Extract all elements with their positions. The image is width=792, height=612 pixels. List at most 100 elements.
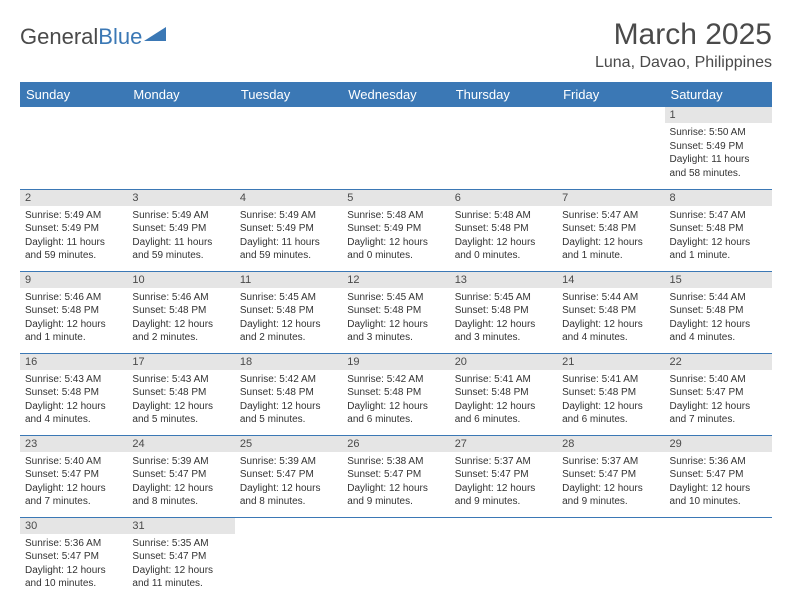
calendar-cell-empty (450, 107, 557, 189)
calendar-cell: 26Sunrise: 5:38 AMSunset: 5:47 PMDayligh… (342, 435, 449, 517)
day-number: 10 (127, 272, 234, 288)
day-number: 28 (557, 436, 664, 452)
day-number: 18 (235, 354, 342, 370)
day-number: 1 (665, 107, 772, 123)
weekday-header-row: SundayMondayTuesdayWednesdayThursdayFrid… (20, 82, 772, 107)
logo-text-1: General (20, 24, 98, 50)
day-details: Sunrise: 5:45 AMSunset: 5:48 PMDaylight:… (235, 288, 342, 349)
calendar-cell-empty (557, 107, 664, 189)
calendar-cell: 19Sunrise: 5:42 AMSunset: 5:48 PMDayligh… (342, 353, 449, 435)
day-details: Sunrise: 5:41 AMSunset: 5:48 PMDaylight:… (557, 370, 664, 431)
day-number: 19 (342, 354, 449, 370)
day-number: 23 (20, 436, 127, 452)
day-details: Sunrise: 5:40 AMSunset: 5:47 PMDaylight:… (665, 370, 772, 431)
calendar-cell: 22Sunrise: 5:40 AMSunset: 5:47 PMDayligh… (665, 353, 772, 435)
day-number: 4 (235, 190, 342, 206)
day-details: Sunrise: 5:48 AMSunset: 5:49 PMDaylight:… (342, 206, 449, 267)
calendar-cell: 6Sunrise: 5:48 AMSunset: 5:48 PMDaylight… (450, 189, 557, 271)
day-number: 13 (450, 272, 557, 288)
day-details: Sunrise: 5:44 AMSunset: 5:48 PMDaylight:… (665, 288, 772, 349)
calendar-cell-empty (450, 517, 557, 599)
day-number: 30 (20, 518, 127, 534)
day-details: Sunrise: 5:45 AMSunset: 5:48 PMDaylight:… (450, 288, 557, 349)
day-number: 31 (127, 518, 234, 534)
day-number: 29 (665, 436, 772, 452)
day-number: 3 (127, 190, 234, 206)
calendar-cell: 10Sunrise: 5:46 AMSunset: 5:48 PMDayligh… (127, 271, 234, 353)
day-details: Sunrise: 5:35 AMSunset: 5:47 PMDaylight:… (127, 534, 234, 595)
calendar-row: 30Sunrise: 5:36 AMSunset: 5:47 PMDayligh… (20, 517, 772, 599)
weekday-header: Monday (127, 82, 234, 107)
day-details: Sunrise: 5:50 AMSunset: 5:49 PMDaylight:… (665, 123, 772, 184)
calendar-cell: 1Sunrise: 5:50 AMSunset: 5:49 PMDaylight… (665, 107, 772, 189)
day-number: 11 (235, 272, 342, 288)
weekday-header: Friday (557, 82, 664, 107)
day-number: 14 (557, 272, 664, 288)
page-title: March 2025 (595, 18, 772, 52)
day-details: Sunrise: 5:49 AMSunset: 5:49 PMDaylight:… (235, 206, 342, 267)
day-details: Sunrise: 5:47 AMSunset: 5:48 PMDaylight:… (665, 206, 772, 267)
day-details: Sunrise: 5:47 AMSunset: 5:48 PMDaylight:… (557, 206, 664, 267)
weekday-header: Tuesday (235, 82, 342, 107)
day-number: 7 (557, 190, 664, 206)
calendar-row: 9Sunrise: 5:46 AMSunset: 5:48 PMDaylight… (20, 271, 772, 353)
header: GeneralBlue March 2025 Luna, Davao, Phil… (20, 18, 772, 72)
calendar-cell: 23Sunrise: 5:40 AMSunset: 5:47 PMDayligh… (20, 435, 127, 517)
day-number: 24 (127, 436, 234, 452)
calendar-cell: 27Sunrise: 5:37 AMSunset: 5:47 PMDayligh… (450, 435, 557, 517)
day-details: Sunrise: 5:37 AMSunset: 5:47 PMDaylight:… (557, 452, 664, 513)
day-details: Sunrise: 5:37 AMSunset: 5:47 PMDaylight:… (450, 452, 557, 513)
day-details: Sunrise: 5:39 AMSunset: 5:47 PMDaylight:… (127, 452, 234, 513)
calendar-cell: 25Sunrise: 5:39 AMSunset: 5:47 PMDayligh… (235, 435, 342, 517)
calendar-cell: 9Sunrise: 5:46 AMSunset: 5:48 PMDaylight… (20, 271, 127, 353)
calendar-cell: 7Sunrise: 5:47 AMSunset: 5:48 PMDaylight… (557, 189, 664, 271)
calendar-cell: 30Sunrise: 5:36 AMSunset: 5:47 PMDayligh… (20, 517, 127, 599)
day-details: Sunrise: 5:41 AMSunset: 5:48 PMDaylight:… (450, 370, 557, 431)
calendar-cell-empty (127, 107, 234, 189)
day-details: Sunrise: 5:38 AMSunset: 5:47 PMDaylight:… (342, 452, 449, 513)
calendar-cell-empty (665, 517, 772, 599)
day-number: 15 (665, 272, 772, 288)
day-number: 22 (665, 354, 772, 370)
calendar-cell: 15Sunrise: 5:44 AMSunset: 5:48 PMDayligh… (665, 271, 772, 353)
day-number: 25 (235, 436, 342, 452)
calendar-cell: 16Sunrise: 5:43 AMSunset: 5:48 PMDayligh… (20, 353, 127, 435)
day-details: Sunrise: 5:46 AMSunset: 5:48 PMDaylight:… (20, 288, 127, 349)
logo: GeneralBlue (20, 18, 166, 50)
day-number: 21 (557, 354, 664, 370)
calendar-cell-empty (557, 517, 664, 599)
calendar-cell: 20Sunrise: 5:41 AMSunset: 5:48 PMDayligh… (450, 353, 557, 435)
day-number: 5 (342, 190, 449, 206)
calendar-cell: 11Sunrise: 5:45 AMSunset: 5:48 PMDayligh… (235, 271, 342, 353)
day-details: Sunrise: 5:44 AMSunset: 5:48 PMDaylight:… (557, 288, 664, 349)
day-details: Sunrise: 5:40 AMSunset: 5:47 PMDaylight:… (20, 452, 127, 513)
calendar-cell: 17Sunrise: 5:43 AMSunset: 5:48 PMDayligh… (127, 353, 234, 435)
calendar-cell: 2Sunrise: 5:49 AMSunset: 5:49 PMDaylight… (20, 189, 127, 271)
calendar-table: SundayMondayTuesdayWednesdayThursdayFrid… (20, 82, 772, 599)
day-number: 20 (450, 354, 557, 370)
title-block: March 2025 Luna, Davao, Philippines (595, 18, 772, 72)
day-number: 27 (450, 436, 557, 452)
day-details: Sunrise: 5:48 AMSunset: 5:48 PMDaylight:… (450, 206, 557, 267)
calendar-row: 16Sunrise: 5:43 AMSunset: 5:48 PMDayligh… (20, 353, 772, 435)
calendar-row: 1Sunrise: 5:50 AMSunset: 5:49 PMDaylight… (20, 107, 772, 189)
day-number: 8 (665, 190, 772, 206)
calendar-cell: 8Sunrise: 5:47 AMSunset: 5:48 PMDaylight… (665, 189, 772, 271)
weekday-header: Thursday (450, 82, 557, 107)
day-number: 2 (20, 190, 127, 206)
calendar-cell: 4Sunrise: 5:49 AMSunset: 5:49 PMDaylight… (235, 189, 342, 271)
calendar-cell: 29Sunrise: 5:36 AMSunset: 5:47 PMDayligh… (665, 435, 772, 517)
calendar-cell-empty (20, 107, 127, 189)
calendar-cell-empty (235, 107, 342, 189)
day-details: Sunrise: 5:46 AMSunset: 5:48 PMDaylight:… (127, 288, 234, 349)
day-details: Sunrise: 5:39 AMSunset: 5:47 PMDaylight:… (235, 452, 342, 513)
calendar-body: 1Sunrise: 5:50 AMSunset: 5:49 PMDaylight… (20, 107, 772, 599)
day-details: Sunrise: 5:43 AMSunset: 5:48 PMDaylight:… (127, 370, 234, 431)
day-details: Sunrise: 5:49 AMSunset: 5:49 PMDaylight:… (20, 206, 127, 267)
day-details: Sunrise: 5:45 AMSunset: 5:48 PMDaylight:… (342, 288, 449, 349)
calendar-cell: 13Sunrise: 5:45 AMSunset: 5:48 PMDayligh… (450, 271, 557, 353)
weekday-header: Saturday (665, 82, 772, 107)
weekday-header: Sunday (20, 82, 127, 107)
calendar-cell: 24Sunrise: 5:39 AMSunset: 5:47 PMDayligh… (127, 435, 234, 517)
logo-text-2: Blue (98, 24, 142, 50)
